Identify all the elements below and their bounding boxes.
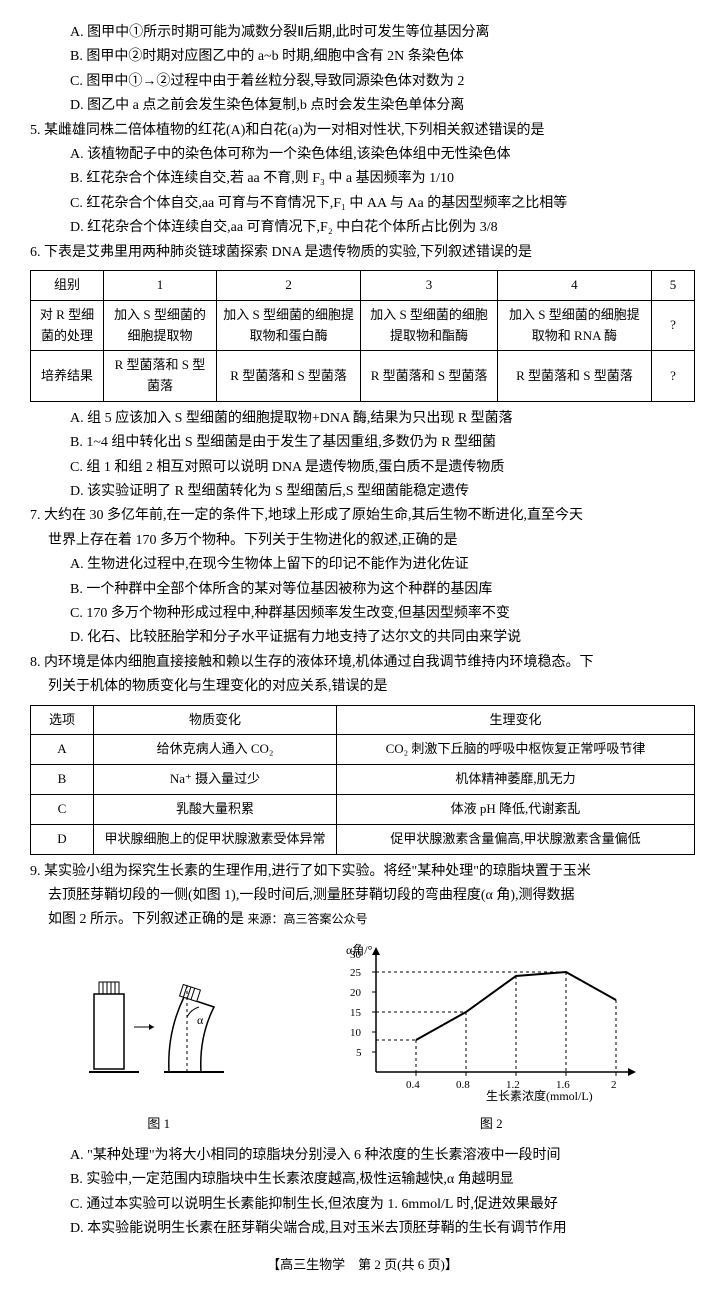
q6-r1-3: 加入 S 型细菌的细胞提取物和酯酶	[361, 300, 498, 351]
q8-stem1: 8. 内环境是体内细胞直接接触和赖以生存的液体环境,机体通过自我调节维持内环境稳…	[30, 652, 695, 674]
q8-th-1: 物质变化	[94, 705, 337, 735]
q6-r2-1: R 型菌落和 S 型菌落	[104, 351, 217, 402]
q9-stem2: 去顶胚芽鞘切段的一侧(如图 1),一段时间后,测量胚芽鞘切段的弯曲程度(α 角)…	[30, 885, 695, 907]
q9-option-c: C. 通过本实验可以说明生长素能抑制生长,但浓度为 1. 6mmol/L 时,促…	[30, 1194, 695, 1216]
chart-yticks: 5 10 15 20 25 30	[350, 949, 376, 1059]
q5-option-a: A. 该植物配子中的染色体可称为一个染色体组,该染色体组中无性染色体	[30, 144, 695, 166]
q8-r3-2: 促甲状腺激素含量偏高,甲状腺激素含量偏低	[337, 824, 695, 854]
q7-option-b: B. 一个种群中全部个体所含的某对等位基因被称为这个种群的基因库	[30, 579, 695, 601]
q6-r2-4: R 型菌落和 S 型菌落	[497, 351, 651, 402]
q6-option-c: C. 组 1 和组 2 相互对照可以说明 DNA 是遗传物质,蛋白质不是遗传物质	[30, 457, 695, 479]
q6-stem: 6. 下表是艾弗里用两种肺炎链球菌探索 DNA 是遗传物质的实验,下列叙述错误的…	[30, 242, 695, 264]
q6-th-0: 组别	[31, 270, 104, 300]
q6-table: 组别 1 2 3 4 5 对 R 型细菌的处理 加入 S 型细菌的细胞提取物 加…	[30, 270, 695, 402]
chart-xlabel: 生长素浓度(mmol/L)	[486, 1088, 593, 1102]
q4-option-b: B. 图甲中②时期对应图乙中的 a~b 时期,细胞中含有 2N 条染色体	[30, 46, 695, 68]
q7-option-d: D. 化石、比较胚胎学和分子水平证据有力地支持了达尔文的共同由来学说	[30, 627, 695, 649]
q8-th-0: 选项	[31, 705, 94, 735]
q6-r1-4: 加入 S 型细菌的细胞提取物和 RNA 酶	[497, 300, 651, 351]
q6-option-b: B. 1~4 组中转化出 S 型细菌是由于发生了基因重组,多数仍为 R 型细菌	[30, 432, 695, 454]
q6-th-2: 2	[216, 270, 360, 300]
q9-source: 来源：高三答案公众号	[248, 912, 368, 926]
q8-r0-1: 给休克病人通入 CO₂	[94, 735, 337, 765]
q6-th-3: 3	[361, 270, 498, 300]
q8-r1-2: 机体精神萎靡,肌无力	[337, 765, 695, 795]
q8-r2-1: 乳酸大量积累	[94, 794, 337, 824]
q9-fig1: α 图 1	[79, 952, 239, 1135]
svg-text:0.8: 0.8	[456, 1079, 470, 1091]
q6-r2-label: 培养结果	[31, 351, 104, 402]
q6-r2-2: R 型菌落和 S 型菌落	[216, 351, 360, 402]
q8-r1-1: Na⁺ 摄入量过少	[94, 765, 337, 795]
svg-text:α: α	[197, 1013, 204, 1027]
q7-option-a: A. 生物进化过程中,在现今生物体上留下的印记不能作为进化佐证	[30, 554, 695, 576]
q9-stem3-text: 如图 2 所示。下列叙述正确的是	[48, 912, 244, 927]
q7-stem2: 世界上存在着 170 多万个物种。下列关于生物进化的叙述,正确的是	[30, 530, 695, 552]
svg-text:2: 2	[611, 1079, 617, 1091]
q4-option-a: A. 图甲中①所示时期可能为减数分裂Ⅱ后期,此时可发生等位基因分离	[30, 22, 695, 44]
svg-text:15: 15	[350, 1007, 362, 1019]
svg-text:0.4: 0.4	[406, 1079, 420, 1091]
q6-option-d: D. 该实验证明了 R 型细菌转化为 S 型细菌后,S 型细菌能稳定遗传	[30, 481, 695, 503]
q8-th-2: 生理变化	[337, 705, 695, 735]
q6-r1-5: ?	[652, 300, 695, 351]
q9-option-a: A. "某种处理"为将大小相同的琼脂块分别浸入 6 种浓度的生长素溶液中一段时间	[30, 1145, 695, 1167]
q7-stem1: 7. 大约在 30 多亿年前,在一定的条件下,地球上形成了原始生命,其后生物不断…	[30, 505, 695, 527]
page-footer: 【高三生物学 第 2 页(共 6 页)】	[30, 1255, 695, 1276]
q6-th-4: 4	[497, 270, 651, 300]
svg-text:25: 25	[350, 967, 362, 979]
q9-option-b: B. 实验中,一定范围内琼脂块中生长素浓度越高,极性运输越快,α 角越明显	[30, 1169, 695, 1191]
fig1-svg: α	[79, 952, 239, 1102]
q8-r0-2: CO₂ 刺激下丘脑的呼吸中枢恢复正常呼吸节律	[337, 735, 695, 765]
svg-text:10: 10	[350, 1027, 362, 1039]
q8-r0-0: A	[31, 735, 94, 765]
q8-r3-0: D	[31, 824, 94, 854]
q9-stem3: 如图 2 所示。下列叙述正确的是 来源：高三答案公众号	[30, 909, 695, 931]
q6-th-5: 5	[652, 270, 695, 300]
q6-r1-label: 对 R 型细菌的处理	[31, 300, 104, 351]
q9-option-d: D. 本实验能说明生长素在胚芽鞘尖端合成,且对玉米去顶胚芽鞘的生长有调节作用	[30, 1218, 695, 1240]
q5-option-c: C. 红花杂合个体自交,aa 可育与不育情况下,F₁ 中 AA 与 Aa 的基因…	[30, 193, 695, 215]
fig1-label: 图 1	[79, 1114, 239, 1135]
q8-r1-0: B	[31, 765, 94, 795]
q5-option-b: B. 红花杂合个体连续自交,若 aa 不育,则 F₃ 中 a 基因频率为 1/1…	[30, 168, 695, 190]
q8-table: 选项 物质变化 生理变化 A 给休克病人通入 CO₂ CO₂ 刺激下丘脑的呼吸中…	[30, 705, 695, 855]
q7-option-c: C. 170 多万个物种形成过程中,种群基因频率发生改变,但基因型频率不变	[30, 603, 695, 625]
q8-r2-0: C	[31, 794, 94, 824]
q8-stem2: 列关于机体的物质变化与生理变化的对应关系,错误的是	[30, 676, 695, 698]
q4-option-c: C. 图甲中①→②过程中由于着丝粒分裂,导致同源染色体对数为 2	[30, 71, 695, 93]
q5-option-d: D. 红花杂合个体连续自交,aa 可育情况下,F₂ 中白花个体所占比例为 3/8	[30, 217, 695, 239]
q4-option-d: D. 图乙中 a 点之前会发生染色体复制,b 点时会发生染色单体分离	[30, 95, 695, 117]
svg-text:5: 5	[356, 1047, 362, 1059]
fig2-label: 图 2	[336, 1114, 646, 1135]
svg-text:20: 20	[350, 987, 362, 999]
q6-r1-1: 加入 S 型细菌的细胞提取物	[104, 300, 217, 351]
q6-r1-2: 加入 S 型细菌的细胞提取物和蛋白酶	[216, 300, 360, 351]
svg-text:30: 30	[350, 949, 362, 961]
q6-option-a: A. 组 5 应该加入 S 型细菌的细胞提取物+DNA 酶,结果为只出现 R 型…	[30, 408, 695, 430]
q9-fig2: α角/° 5 10 15 20 25 30 0.4 0.8 1.2 1.6 2 …	[336, 942, 646, 1135]
q5-stem: 5. 某雌雄同株二倍体植物的红花(A)和白花(a)为一对相对性状,下列相关叙述错…	[30, 120, 695, 142]
q6-r2-3: R 型菌落和 S 型菌落	[361, 351, 498, 402]
q8-r3-1: 甲状腺细胞上的促甲状腺激素受体异常	[94, 824, 337, 854]
q9-stem1: 9. 某实验小组为探究生长素的生理作用,进行了如下实验。将经"某种处理"的琼脂块…	[30, 861, 695, 883]
q6-th-1: 1	[104, 270, 217, 300]
q8-r2-2: 体液 pH 降低,代谢紊乱	[337, 794, 695, 824]
q6-r2-5: ?	[652, 351, 695, 402]
q9-figures: α 图 1 α角/° 5 10 15 20 25 30 0.4 0.8 1.2 …	[30, 942, 695, 1135]
fig2-svg: α角/° 5 10 15 20 25 30 0.4 0.8 1.2 1.6 2 …	[336, 942, 646, 1102]
